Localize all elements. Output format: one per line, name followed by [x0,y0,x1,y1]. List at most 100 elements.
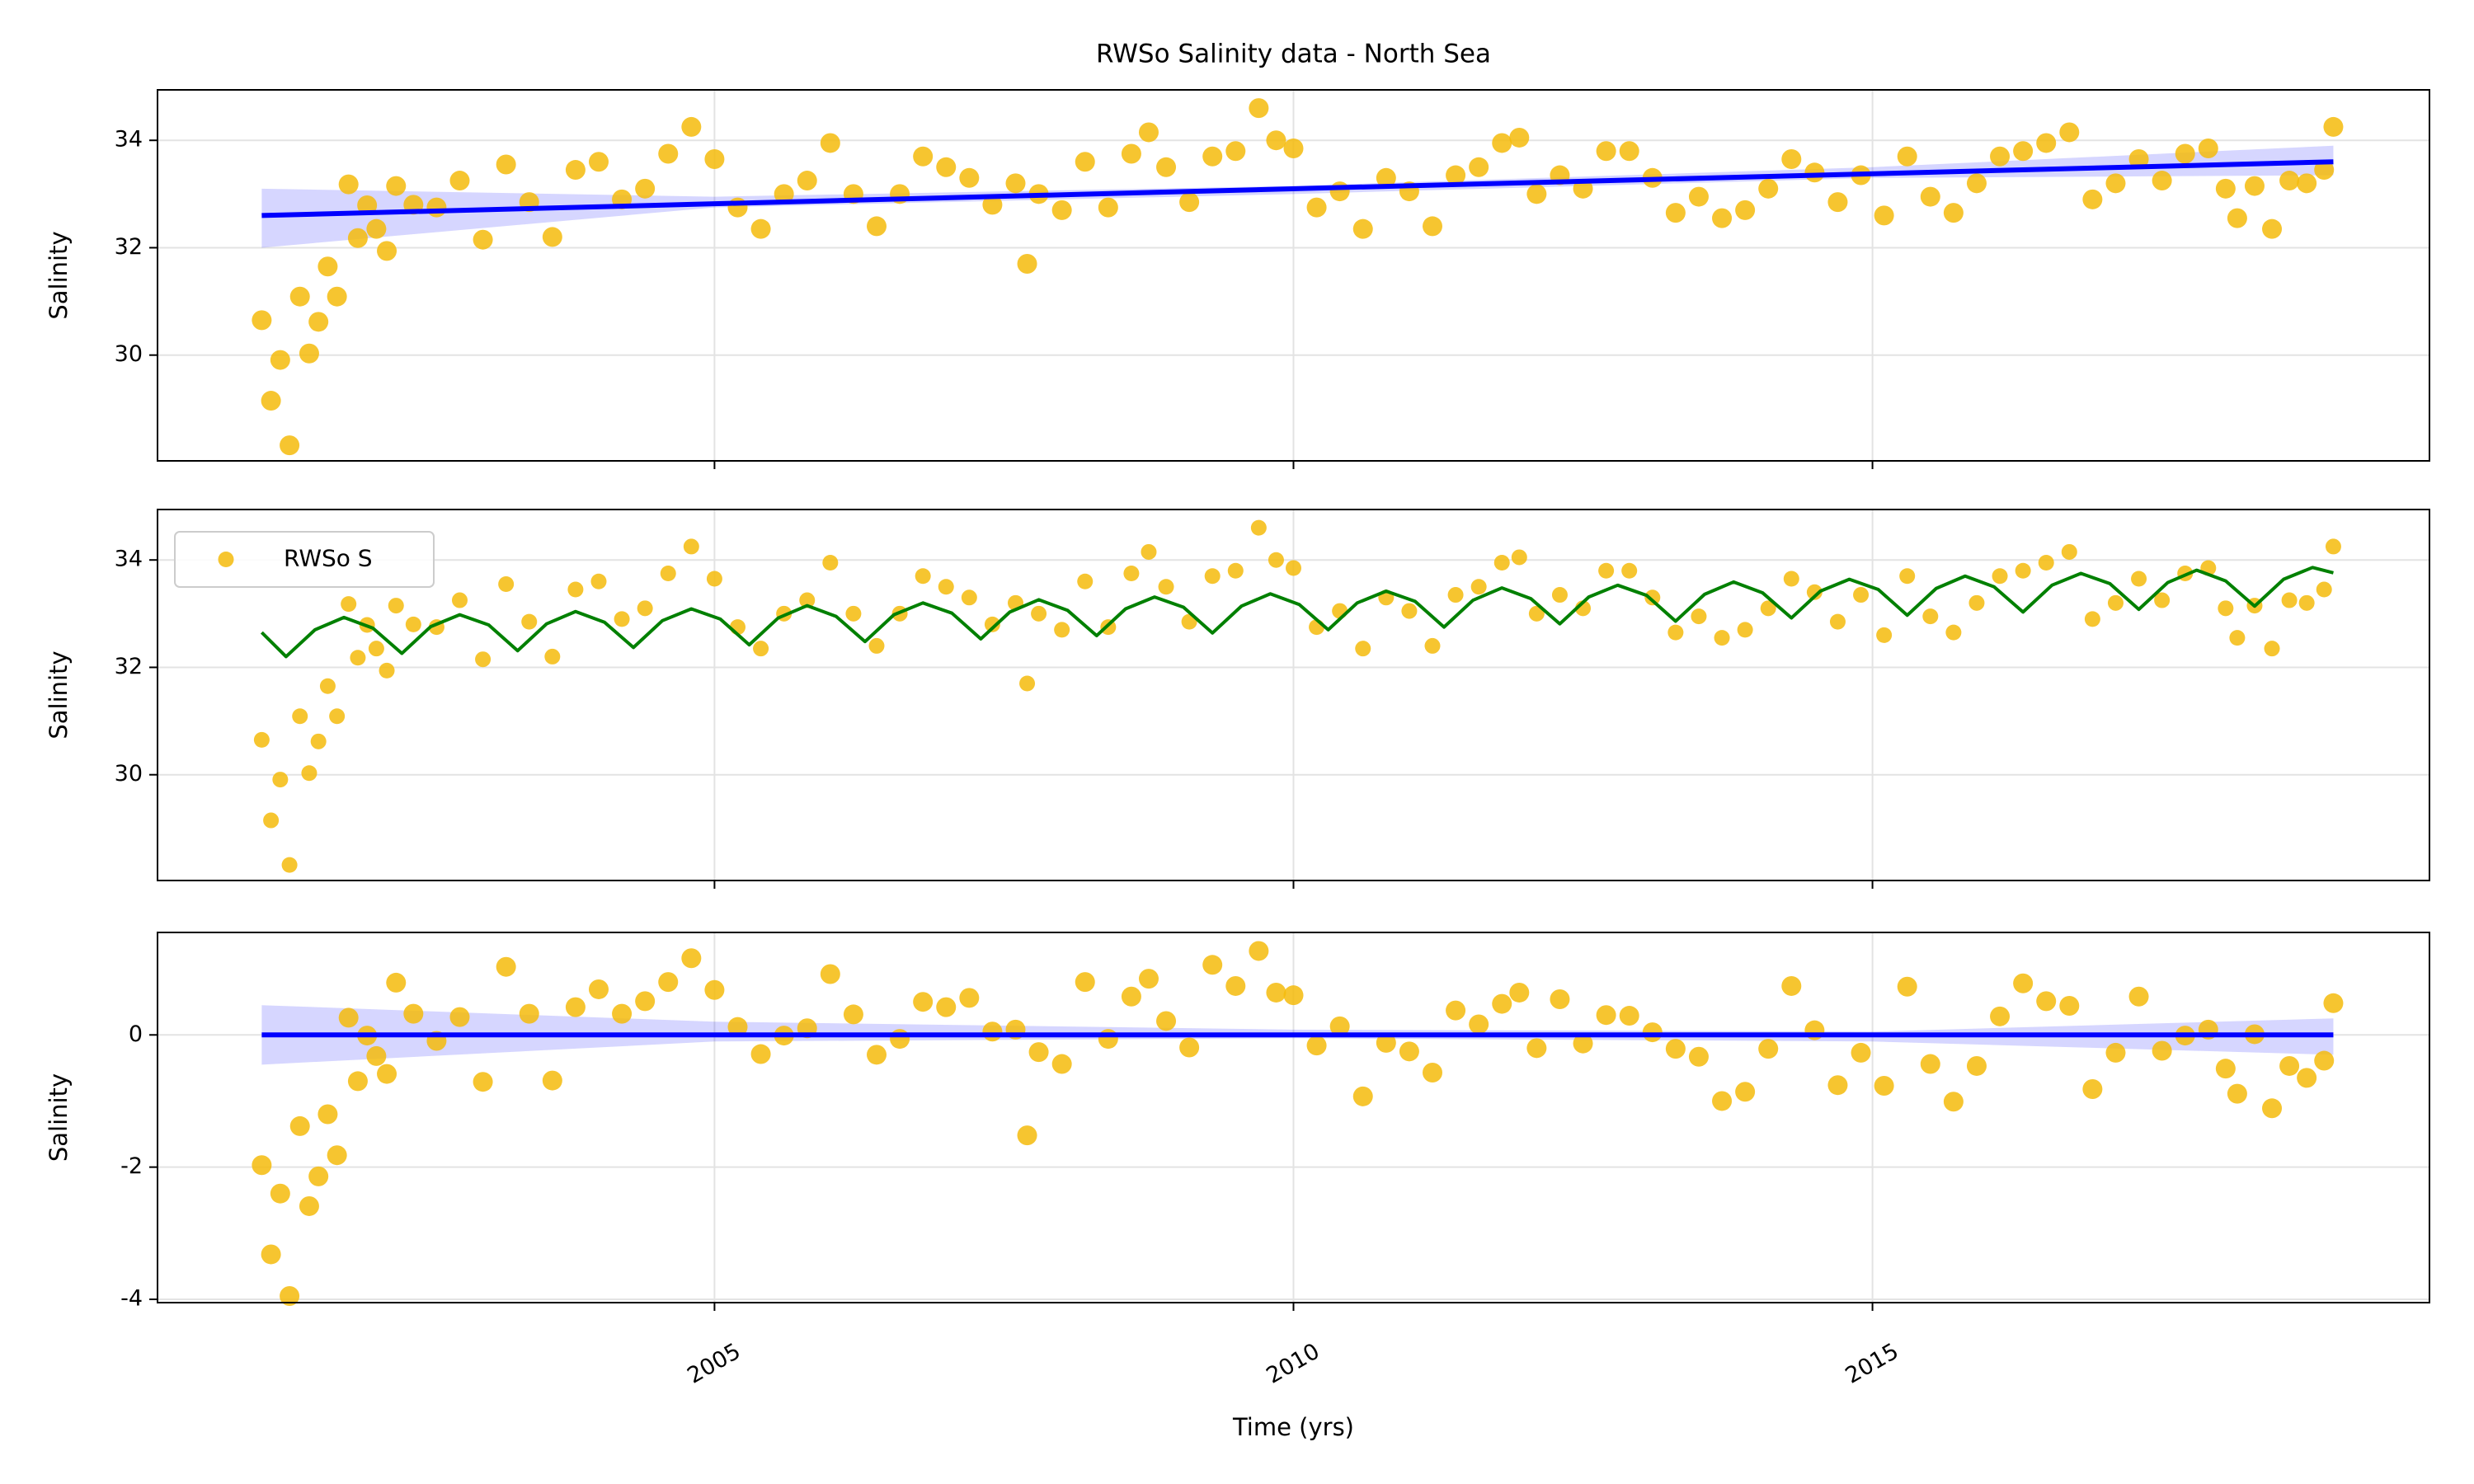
data-point [2175,143,2195,164]
data-point [347,228,368,248]
data-point [681,948,702,969]
data-point [959,988,980,1008]
data-point [567,581,584,598]
data-point [521,613,538,630]
data-point [612,1003,633,1024]
data-point [2013,141,2034,162]
data-point [299,1195,319,1216]
data-point [890,1029,910,1050]
data-point [280,435,300,456]
data-point [366,218,387,239]
data-point [658,143,679,164]
data-point [386,176,407,196]
data-point [1227,562,1244,579]
data-point [2107,594,2124,611]
data-point [473,1072,493,1092]
data-point [347,1071,368,1092]
data-point [1051,1054,1072,1074]
data-point [377,241,397,261]
data-point [2198,138,2218,158]
data-point [868,637,885,654]
data-point [2084,611,2100,627]
data-point [542,227,562,247]
y-axis-label: Salinity [45,1073,73,1162]
data-point [388,598,404,614]
data-point [1573,1033,1593,1054]
data-point [1760,600,1776,617]
data-point [565,160,586,181]
data-point [2316,581,2332,598]
data-point [1509,127,1530,148]
data-point [753,641,769,657]
data-point [327,286,347,307]
data-point [959,167,980,188]
data-point [1268,552,1284,568]
data-point [2038,554,2054,571]
data-point [1943,203,1964,223]
data-point [1077,573,1094,589]
y-tick-label: 34 [115,127,143,153]
data-point [252,1155,272,1176]
data-point [253,731,270,748]
data-point [263,812,280,829]
data-point [289,286,310,307]
data-point [588,979,609,999]
data-point [1827,192,1848,213]
data-point [1966,1055,1987,1076]
data-point [2215,178,2236,199]
data-point [403,1003,424,1024]
data-point [498,576,515,593]
y-tick-label: 32 [115,654,143,679]
data-point [496,956,516,977]
data-point [1054,622,1070,638]
data-point [704,979,725,1000]
data-point [2218,600,2234,617]
data-point [588,152,609,172]
data-point [2264,641,2280,657]
data-point [308,1166,329,1186]
data-point [1992,568,2008,585]
data-point [2152,1040,2172,1061]
data-point [2227,208,2247,228]
data-point [913,992,934,1012]
data-point [2297,1068,2317,1088]
data-point [426,197,447,218]
data-point [1596,1005,1616,1026]
data-point [1619,141,1639,162]
data-point [683,538,699,555]
data-point [1526,1038,1547,1059]
data-point [1735,1082,1756,1102]
data-point [1920,186,1940,207]
data-point [635,991,656,1012]
data-point [327,1145,347,1166]
data-point [1509,982,1530,1003]
data-point [1123,565,1140,581]
data-point [1712,1091,1733,1111]
data-point [2314,1050,2335,1071]
data-point [1423,1062,1443,1082]
data-point [1156,157,1177,177]
data-point [449,1007,470,1027]
data-point [2061,543,2077,560]
data-point [1204,568,1221,585]
data-point [1266,982,1286,1003]
legend-box [174,531,435,588]
data-point [379,662,395,679]
data-point [2281,592,2298,608]
data-point [386,972,407,993]
data-point [252,310,272,331]
data-point [2128,986,2149,1007]
data-point [449,171,470,191]
data-point [1376,1032,1396,1053]
data-point [519,1003,539,1024]
data-point [1017,1125,1037,1146]
data-point [1399,1041,1419,1062]
data-point [1598,562,1615,579]
data-point [368,641,384,657]
data-point [820,133,840,153]
data-point [2059,995,2080,1016]
data-point [2244,176,2265,196]
data-point [1688,186,1709,207]
data-point [272,772,289,788]
data-point [1783,571,1799,587]
